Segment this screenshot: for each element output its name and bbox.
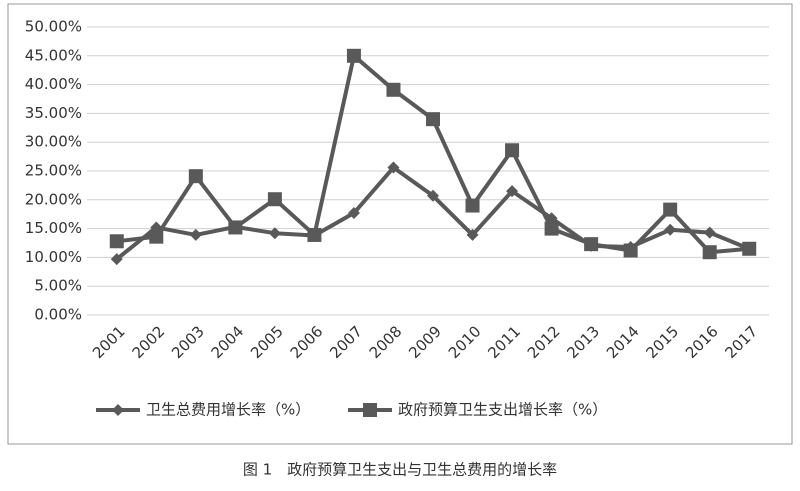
x-tick-label: 2011 bbox=[484, 322, 524, 362]
x-tick-label: 2016 bbox=[682, 322, 722, 362]
x-tick-label: 2014 bbox=[603, 322, 643, 362]
point-marker bbox=[307, 227, 322, 242]
point-marker bbox=[427, 189, 439, 202]
x-tick-label: 2015 bbox=[642, 322, 682, 362]
x-tick-label: 2003 bbox=[168, 322, 208, 362]
point-marker bbox=[347, 207, 360, 220]
x-tick-label: 2005 bbox=[247, 322, 287, 362]
y-tick-label: 45.00% bbox=[25, 46, 82, 64]
point-marker bbox=[268, 227, 281, 240]
x-tick-label: 2017 bbox=[722, 322, 762, 362]
point-marker bbox=[149, 229, 164, 244]
x-tick-label: 2006 bbox=[287, 322, 327, 362]
point-marker bbox=[426, 112, 440, 127]
x-tick-label: 2008 bbox=[366, 322, 406, 362]
y-tick-label: 50.00% bbox=[25, 18, 82, 36]
point-marker bbox=[742, 241, 757, 256]
x-tick-label: 2002 bbox=[129, 322, 169, 362]
point-marker bbox=[584, 237, 599, 252]
point-marker bbox=[505, 143, 520, 158]
y-tick-label: 20.00% bbox=[25, 190, 82, 208]
y-tick-label: 0.00% bbox=[34, 306, 82, 324]
point-marker bbox=[228, 220, 243, 235]
point-marker bbox=[346, 48, 361, 63]
point-marker bbox=[188, 169, 203, 184]
caption: 图 1 政府预算卫生支出与卫生总费用的增长率 bbox=[243, 461, 557, 479]
y-tick-label: 5.00% bbox=[34, 277, 82, 295]
legend-label: 政府预算卫生支出增长率（%） bbox=[398, 401, 607, 419]
point-marker bbox=[703, 226, 716, 239]
point-marker bbox=[110, 253, 123, 266]
point-marker bbox=[544, 221, 559, 236]
point-marker bbox=[387, 161, 400, 174]
point-marker bbox=[663, 202, 678, 217]
point-marker bbox=[664, 223, 677, 236]
point-marker bbox=[267, 192, 282, 207]
point-marker bbox=[506, 185, 519, 198]
x-tick-label: 2004 bbox=[208, 322, 248, 362]
point-marker bbox=[702, 245, 717, 260]
point-marker bbox=[466, 228, 479, 241]
x-tick-label: 2009 bbox=[405, 322, 445, 362]
legend-label: 卫生总费用增长率（%） bbox=[146, 401, 310, 419]
x-tick-label: 2013 bbox=[563, 322, 603, 362]
point-marker bbox=[623, 243, 638, 258]
point-marker bbox=[189, 228, 202, 241]
legend-marker bbox=[363, 403, 377, 417]
legend-marker bbox=[112, 404, 124, 416]
point-marker bbox=[465, 198, 480, 213]
y-tick-label: 25.00% bbox=[25, 162, 82, 180]
point-marker bbox=[109, 234, 124, 249]
x-tick-label: 2001 bbox=[89, 322, 129, 362]
x-tick-label: 2012 bbox=[524, 322, 564, 362]
x-tick-label: 2007 bbox=[326, 322, 366, 362]
point-marker bbox=[386, 82, 401, 97]
chart-border bbox=[7, 3, 793, 445]
series-line bbox=[115, 165, 750, 261]
series-line bbox=[116, 53, 750, 255]
y-tick-label: 10.00% bbox=[25, 248, 82, 266]
x-tick-label: 2010 bbox=[445, 322, 485, 362]
y-tick-label: 40.00% bbox=[25, 75, 82, 93]
y-tick-label: 35.00% bbox=[25, 104, 82, 122]
y-tick-label: 30.00% bbox=[25, 133, 82, 151]
y-tick-label: 15.00% bbox=[25, 219, 82, 237]
